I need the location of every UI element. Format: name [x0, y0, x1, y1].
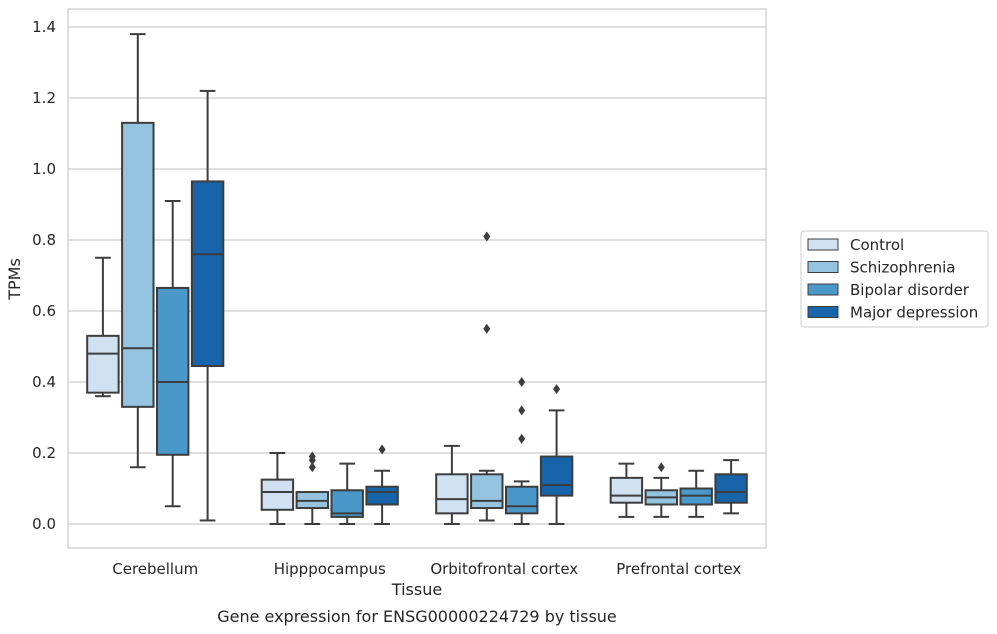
box-schizophrenia-prefrontal-cortex: [644, 462, 679, 518]
legend-label-major-depression: Major depression: [850, 304, 978, 322]
outlier-point: [518, 405, 526, 416]
figure-caption: Gene expression for ENSG00000224729 by t…: [217, 607, 617, 626]
legend-items: Control Schizophrenia Bipolar disorder Majo…: [807, 236, 978, 322]
outlier-point: [308, 462, 316, 473]
outlier-point: [657, 462, 665, 473]
x-tick-labels: Cerebellum Hipppocampus Orbitofrontal cort…: [112, 560, 741, 578]
legend-swatch-bipolar-disorder: [807, 283, 839, 296]
box-iqr: [190, 180, 225, 368]
legend-label-schizophrenia: Schizophrenia: [850, 259, 955, 277]
legend-label-control: Control: [850, 236, 904, 254]
y-tick-label: 0.2: [32, 444, 56, 462]
box-iqr: [260, 478, 295, 511]
box-iqr: [155, 286, 190, 456]
x-tick-label-prefrontal-cortex: Prefrontal cortex: [616, 560, 741, 578]
legend-swatch-schizophrenia: [807, 261, 839, 273]
y-tick-label: 1.4: [32, 18, 56, 36]
outlier-point: [378, 444, 386, 455]
legend: Control Schizophrenia Bipolar disorder Majo…: [800, 230, 989, 328]
x-tick-label-cerebellum: Cerebellum: [112, 560, 198, 578]
box-major-depression-hipppocampus: [365, 444, 399, 525]
outlier-point: [308, 451, 316, 462]
box-schizophrenia-orbitofrontal-cortex: [470, 231, 504, 522]
y-tick-labels: 0.0 0.2 0.4 0.6 0.8 1.0 1.2 1.4: [32, 18, 56, 533]
outlier-point: [483, 323, 491, 334]
box-bipolar-disorder-cerebellum: [155, 199, 190, 508]
legend-swatch-control: [807, 238, 839, 251]
box-iqr: [121, 121, 155, 408]
box-iqr: [365, 485, 399, 506]
y-tick-label: 0.4: [32, 373, 56, 391]
box-bipolar-disorder-prefrontal-cortex: [679, 469, 713, 518]
box-iqr: [539, 455, 574, 497]
box-iqr: [86, 334, 120, 394]
box-iqr: [609, 476, 644, 504]
x-tick-label-orbitofrontal-cortex: Orbitofrontal cortex: [430, 560, 578, 578]
box-control-prefrontal-cortex: [609, 462, 644, 518]
legend-swatch-major-depression: [807, 306, 839, 318]
box-iqr: [504, 485, 539, 515]
outlier-point: [518, 433, 526, 444]
legend-label-bipolar-disorder: Bipolar disorder: [850, 281, 970, 299]
box-schizophrenia-cerebellum: [121, 33, 155, 469]
box-schizophrenia-hipppocampus: [295, 451, 330, 525]
y-tick-label: 0.0: [32, 515, 56, 533]
outlier-point: [518, 377, 526, 387]
box-layer: [86, 33, 748, 525]
y-tick-label: 1.0: [32, 160, 56, 178]
box-major-depression-orbitofrontal-cortex: [539, 384, 574, 525]
y-tick-label: 1.2: [32, 89, 56, 107]
box-iqr: [435, 473, 469, 515]
y-tick-label: 0.8: [32, 231, 56, 249]
legend-frame: [800, 230, 989, 328]
plot-frame: [67, 8, 767, 549]
box-iqr: [714, 473, 748, 504]
y-axis-title: TPMs: [5, 258, 24, 301]
box-control-orbitofrontal-cortex: [435, 444, 469, 525]
outlier-point: [553, 384, 561, 395]
x-axis-title: Tissue: [391, 580, 442, 599]
box-major-depression-prefrontal-cortex: [714, 459, 748, 515]
box-control-hipppocampus: [260, 452, 295, 525]
box-iqr: [470, 473, 504, 510]
outlier-point: [483, 231, 491, 242]
box-major-depression-cerebellum: [190, 89, 225, 522]
box-bipolar-disorder-orbitofrontal-cortex: [504, 377, 539, 525]
box-control-cerebellum: [86, 256, 120, 398]
y-tick-label: 0.6: [32, 302, 56, 320]
box-bipolar-disorder-hipppocampus: [330, 462, 364, 525]
x-tick-label-hipppocampus: Hipppocampus: [274, 560, 386, 578]
